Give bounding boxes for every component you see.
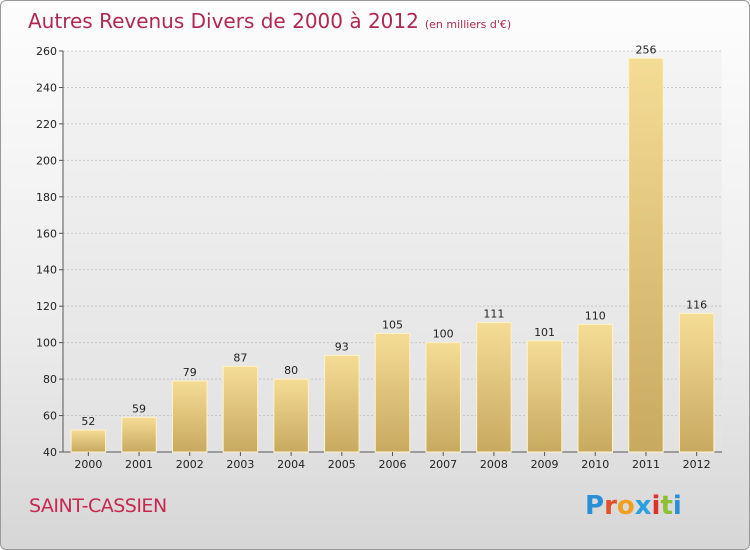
data-label: 105 (382, 319, 403, 332)
x-tick-label: 2006 (379, 458, 407, 471)
proxiti-logo: Proxiti (585, 491, 682, 521)
data-label: 59 (132, 402, 146, 415)
x-tick-label: 2007 (429, 458, 457, 471)
y-tick-label: 100 (36, 337, 57, 350)
data-label: 111 (483, 308, 504, 321)
y-tick-label: 120 (36, 300, 57, 313)
data-label: 79 (183, 366, 197, 379)
y-tick-label: 160 (36, 227, 57, 240)
bar (476, 322, 512, 453)
x-tick-label: 2003 (226, 458, 254, 471)
bar (324, 354, 360, 453)
y-tick-label: 80 (43, 373, 57, 386)
x-tick-label: 2002 (176, 458, 204, 471)
y-tick-label: 40 (43, 446, 57, 459)
bar (70, 429, 107, 453)
x-tick-label: 2009 (531, 458, 559, 471)
bar (222, 365, 259, 453)
x-tick-label: 2005 (328, 458, 356, 471)
bar (526, 340, 563, 453)
bar (425, 342, 461, 453)
y-tick-label: 180 (36, 191, 57, 204)
city-name: SAINT-CASSIEN (29, 495, 167, 517)
x-tick-label: 2008 (480, 458, 508, 471)
bar (273, 378, 309, 453)
bar (121, 416, 157, 453)
x-tick-label: 2001 (125, 458, 153, 471)
logo-letter: x (634, 491, 652, 521)
y-tick-label: 140 (36, 264, 57, 277)
logo-letter: r (604, 491, 617, 521)
chart-title: Autres Revenus Divers de 2000 à 2012 (en … (28, 9, 511, 33)
bar (577, 323, 614, 453)
title-text: Autres Revenus Divers de 2000 à 2012 (28, 9, 419, 33)
bar (171, 380, 208, 453)
data-label: 52 (81, 415, 95, 428)
data-label: 110 (585, 309, 606, 322)
data-label: 101 (534, 326, 555, 339)
x-tick-label: 2004 (277, 458, 305, 471)
bar (374, 333, 411, 453)
x-tick-label: 2012 (683, 458, 711, 471)
logo-letter: i (651, 491, 661, 521)
data-label: 80 (284, 364, 298, 377)
x-tick-label: 2010 (581, 458, 609, 471)
y-tick-label: 200 (36, 154, 57, 167)
logo-letter: P (585, 491, 605, 521)
data-label: 116 (686, 298, 707, 311)
data-label: 87 (233, 351, 247, 364)
logo-letter: i (672, 491, 682, 521)
x-tick-label: 2011 (632, 458, 660, 471)
y-tick-label: 220 (36, 118, 57, 131)
logo-letter: t (660, 491, 673, 521)
logo-letter: o (616, 491, 635, 521)
bar (628, 57, 664, 453)
bar (678, 312, 715, 453)
y-tick-label: 240 (36, 81, 57, 94)
title-unit: (en milliers d'€) (424, 18, 512, 31)
y-tick-label: 60 (43, 410, 57, 423)
data-label: 100 (433, 328, 454, 341)
data-label: 93 (335, 340, 349, 353)
x-tick-label: 2000 (74, 458, 102, 471)
y-tick-label: 260 (36, 45, 57, 58)
data-label: 256 (635, 43, 656, 56)
